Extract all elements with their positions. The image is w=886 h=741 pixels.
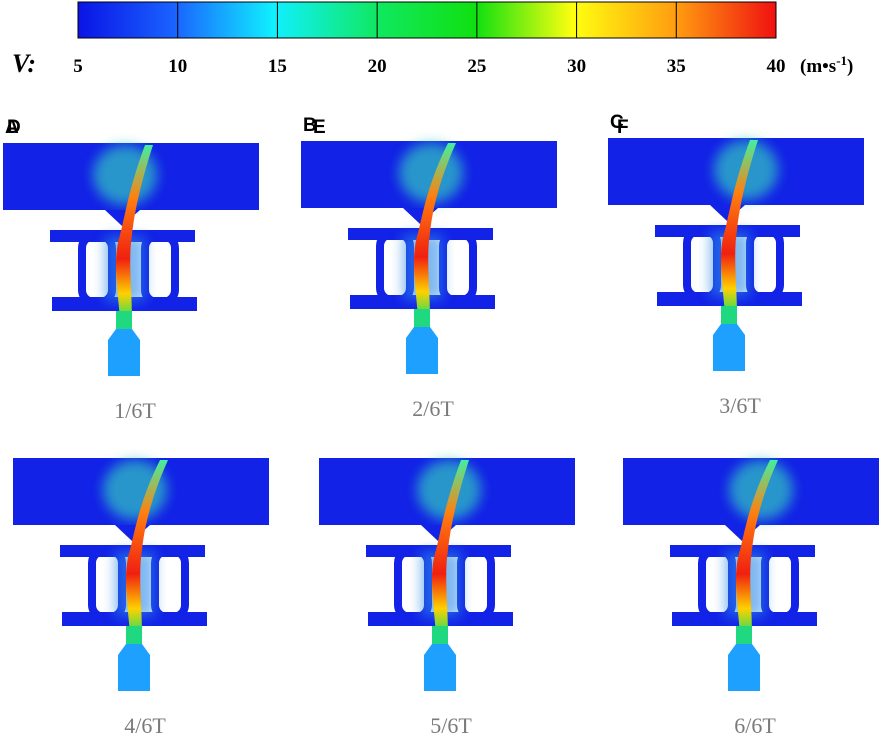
- colorbar-tick-label: 40: [767, 56, 786, 77]
- panel-letter: A: [5, 117, 19, 138]
- unit: (m•s: [800, 56, 836, 77]
- panel-caption: 6/6T: [734, 713, 776, 738]
- nozzle: [406, 327, 438, 374]
- nozzle-neck: [721, 306, 737, 324]
- panel: A 1/6T: [3, 117, 259, 423]
- panel-caption: 1/6T: [114, 398, 156, 423]
- panel: C 3/6T: [608, 112, 864, 418]
- nozzle-neck: [116, 311, 132, 329]
- plume: [417, 460, 481, 520]
- jet: [125, 460, 168, 635]
- jet: [115, 145, 153, 320]
- panel-caption: 3/6T: [719, 393, 761, 418]
- right-loop: [761, 547, 799, 621]
- nozzle-neck: [432, 626, 448, 644]
- nozzle: [118, 644, 150, 691]
- panel-letter: F: [617, 117, 629, 138]
- nozzle-neck: [126, 626, 142, 644]
- unit-exponent: -1: [836, 53, 847, 68]
- nozzle: [713, 324, 745, 371]
- right-loop: [457, 547, 495, 621]
- colorbar-tick-label: 25: [467, 56, 486, 77]
- colorbar-tick-label: 20: [368, 56, 387, 77]
- panel-caption: 2/6T: [412, 396, 454, 421]
- jet: [735, 460, 778, 635]
- unit-close: ): [847, 56, 853, 77]
- panel: D 4/6T: [7, 117, 269, 738]
- colorbar: [77, 1, 777, 39]
- colorbar-tick-label: 5: [73, 56, 83, 77]
- panel: B 2/6T: [301, 115, 557, 421]
- colorbar-unit: (m•s-1): [800, 53, 853, 77]
- nozzle-neck: [414, 309, 430, 327]
- nozzle: [728, 644, 760, 691]
- right-loop: [746, 227, 784, 301]
- panel-letter: C: [610, 112, 624, 133]
- right-loop: [151, 547, 189, 621]
- colorbar-tick-label: 30: [567, 56, 586, 77]
- nozzle-neck: [736, 626, 752, 644]
- panel-letter: E: [313, 117, 326, 138]
- colorbar-label: V:: [12, 49, 36, 78]
- panel-caption: 4/6T: [124, 713, 166, 738]
- jet: [720, 140, 758, 315]
- panel: F 6/6T: [617, 117, 879, 738]
- right-loop: [439, 230, 477, 304]
- panel: E 5/6T: [313, 117, 575, 738]
- jet: [413, 143, 456, 318]
- colorbar-tick-label: 15: [268, 56, 287, 77]
- colorbar-tick-label: 35: [667, 56, 686, 77]
- nozzle: [108, 329, 140, 376]
- panel-letter: D: [7, 117, 21, 138]
- panel-caption: 5/6T: [430, 713, 472, 738]
- nozzle: [424, 644, 456, 691]
- colorbar-tick-label: 10: [168, 56, 187, 77]
- jet: [431, 460, 469, 635]
- right-loop: [141, 232, 179, 306]
- panel-letter: B: [303, 115, 317, 136]
